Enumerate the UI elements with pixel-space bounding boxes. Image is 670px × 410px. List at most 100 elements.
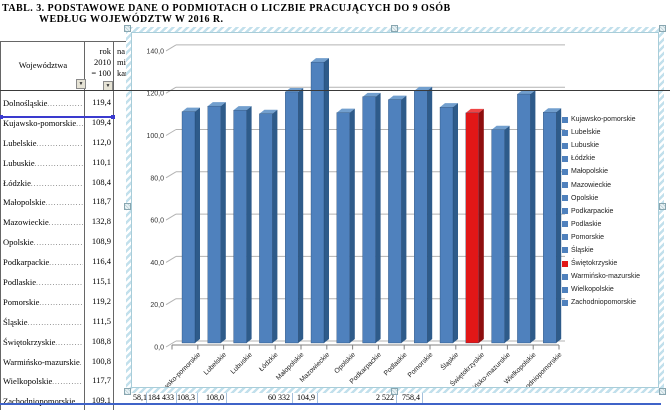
chart-object[interactable]: 0,0 20,0 40,0 60,0 80,0 100,0 120,0 140,0 Kujaws… xyxy=(124,25,666,395)
chart-bar[interactable] xyxy=(259,113,273,344)
chart-legend: Kujawsko-pomorskie Lubelskie Lubuskie Łódzk… xyxy=(562,113,658,309)
legend-label: Podlaskie xyxy=(571,220,602,228)
dotted-leader xyxy=(28,312,83,330)
chart-bar[interactable] xyxy=(362,96,376,344)
chart-bar[interactable] xyxy=(491,129,505,344)
table-row[interactable]: Warmińsko-mazurskie 100,8 xyxy=(1,351,114,371)
legend-item[interactable]: Mazowieckie xyxy=(562,178,658,191)
table-row[interactable]: Mazowieckie 132,8 xyxy=(1,211,114,231)
chart-bar[interactable] xyxy=(388,99,402,344)
dotted-leader xyxy=(37,133,83,151)
legend-item[interactable]: Lubelskie xyxy=(562,126,658,139)
table-row[interactable]: Śląskie 111,5 xyxy=(1,311,114,331)
row-value: 116,4 xyxy=(92,256,111,267)
table-row[interactable]: Małopolskie 118,7 xyxy=(1,191,114,211)
chart-bar[interactable] xyxy=(207,105,221,344)
partial-row-cell[interactable]: 58,1 xyxy=(133,393,147,403)
chart-bar-highlight[interactable] xyxy=(465,112,479,344)
chart-bar[interactable] xyxy=(517,93,531,344)
row-name: Lubuskie xyxy=(3,157,35,168)
table-row[interactable]: Wielkopolskie 117,7 xyxy=(1,370,114,390)
legend-item[interactable]: Śląskie xyxy=(562,244,658,257)
y-axis-label: 60,0 xyxy=(150,218,164,225)
chart-bar[interactable] xyxy=(543,112,557,344)
table-title-line2: WEDŁUG WOJEWÓDZTW W 2016 R. xyxy=(39,14,224,25)
row-name-cell: Łódzkie xyxy=(1,173,83,191)
legend-item[interactable]: Podkarpackie xyxy=(562,205,658,218)
legend-item[interactable]: Opolskie xyxy=(562,192,658,205)
table-row[interactable]: Dolnośląskie 119,4 xyxy=(1,92,114,112)
table-row[interactable]: Podlaskie 115,1 xyxy=(1,271,114,291)
legend-item[interactable]: Podlaskie xyxy=(562,218,658,231)
table-row[interactable]: Kujawsko-pomorskie 109,4 xyxy=(1,112,114,132)
partial-row-cell[interactable]: 108,3 xyxy=(177,393,198,403)
table-row[interactable]: Opolskie 108,9 xyxy=(1,231,114,251)
partial-row-cell[interactable]: 104,9 xyxy=(293,393,318,403)
chart-bar[interactable] xyxy=(285,91,299,344)
legend-item[interactable]: Warmińsko-mazurskie xyxy=(562,270,658,283)
legend-item[interactable]: Pomorskie xyxy=(562,231,658,244)
chart-bar-side xyxy=(195,107,200,343)
table-row[interactable]: Podkarpackie 116,4 xyxy=(1,251,114,271)
chart-bar-top xyxy=(362,92,381,97)
chart-bar-side xyxy=(401,95,407,343)
chart-bar-side xyxy=(453,103,458,344)
filter-button-wojewodztwa[interactable]: ▼ xyxy=(76,79,86,89)
partial-row-cell[interactable]: 60 332 xyxy=(227,393,293,403)
legend-label: Mazowieckie xyxy=(571,181,612,189)
legend-label: Świętokrzyskie xyxy=(571,260,618,268)
partial-row-cell[interactable]: 2 522 xyxy=(318,393,397,403)
shape-handle[interactable] xyxy=(0,115,3,119)
gridline-wall-connector xyxy=(165,213,177,221)
row-name-cell: Mazowieckie xyxy=(1,212,83,230)
chart-resize-handle[interactable] xyxy=(391,25,398,32)
chart-resize-handle[interactable] xyxy=(659,388,666,395)
selected-line-shape[interactable] xyxy=(0,115,115,119)
chart-bar[interactable] xyxy=(414,90,428,344)
partial-row-cell[interactable]: 184 433 xyxy=(147,393,177,403)
row-name-cell: Zachodniopomorskie xyxy=(1,391,83,409)
chart-bar-side xyxy=(246,106,252,344)
chart-resize-handle[interactable] xyxy=(124,203,131,210)
row-name-cell: Śląskie xyxy=(1,312,83,330)
legend-item[interactable]: Małopolskie xyxy=(562,165,658,178)
table-row[interactable]: Zachodniopomorskie 109,1 xyxy=(1,390,114,410)
column-header-wojewodztwa[interactable]: Województwa xyxy=(18,60,68,70)
partial-row-cell[interactable]: 108,0 xyxy=(198,393,227,403)
table-row[interactable]: Lubuskie 110,1 xyxy=(1,152,114,172)
chart-bar[interactable] xyxy=(233,109,247,344)
row-name: Świętokrzyskie xyxy=(3,336,56,347)
chart-bar[interactable] xyxy=(310,61,325,344)
legend-item[interactable]: Świętokrzyskie xyxy=(562,257,658,270)
chart-resize-handle[interactable] xyxy=(391,388,398,395)
legend-item[interactable]: Zachodniopomorskie xyxy=(562,296,658,309)
chart-bar[interactable] xyxy=(336,112,350,344)
chart-resize-handle[interactable] xyxy=(659,25,666,32)
chart-resize-handle[interactable] xyxy=(124,388,131,395)
legend-item[interactable]: Lubuskie xyxy=(562,139,658,152)
legend-item[interactable]: Łódzkie xyxy=(562,152,658,165)
legend-item[interactable]: Kujawsko-pomorskie xyxy=(562,113,658,126)
row-name: Opolskie xyxy=(3,237,34,248)
row-value: 118,7 xyxy=(92,196,111,207)
y-axis-label: 0,0 xyxy=(154,345,164,352)
table-row[interactable]: Łódzkie 108,4 xyxy=(1,172,114,192)
chart-resize-handle[interactable] xyxy=(659,203,666,210)
chart-bar-side xyxy=(427,86,433,343)
gridline-wall-connector xyxy=(165,255,177,263)
page-break-line xyxy=(0,90,670,91)
shape-handle[interactable] xyxy=(111,115,115,119)
chart-bar-side xyxy=(375,92,381,343)
table-col-border-2 xyxy=(113,41,114,410)
table-row[interactable]: Lubelskie 112,0 xyxy=(1,132,114,152)
row-value: 115,1 xyxy=(92,275,111,286)
row-name: Pomorskie xyxy=(3,296,40,307)
table-row[interactable]: Pomorskie 119,2 xyxy=(1,291,114,311)
column-header-rok-2010[interactable]: rok 2010 = 100 xyxy=(85,46,111,78)
legend-item[interactable]: Wielkopolskie xyxy=(562,283,658,296)
chart-bar[interactable] xyxy=(439,107,454,344)
chart-bar[interactable] xyxy=(181,111,196,344)
chart-resize-handle[interactable] xyxy=(124,25,131,32)
partial-row-cell[interactable]: 758,4 xyxy=(397,393,423,403)
table-row[interactable]: Świętokrzyskie 108,8 xyxy=(1,331,114,351)
